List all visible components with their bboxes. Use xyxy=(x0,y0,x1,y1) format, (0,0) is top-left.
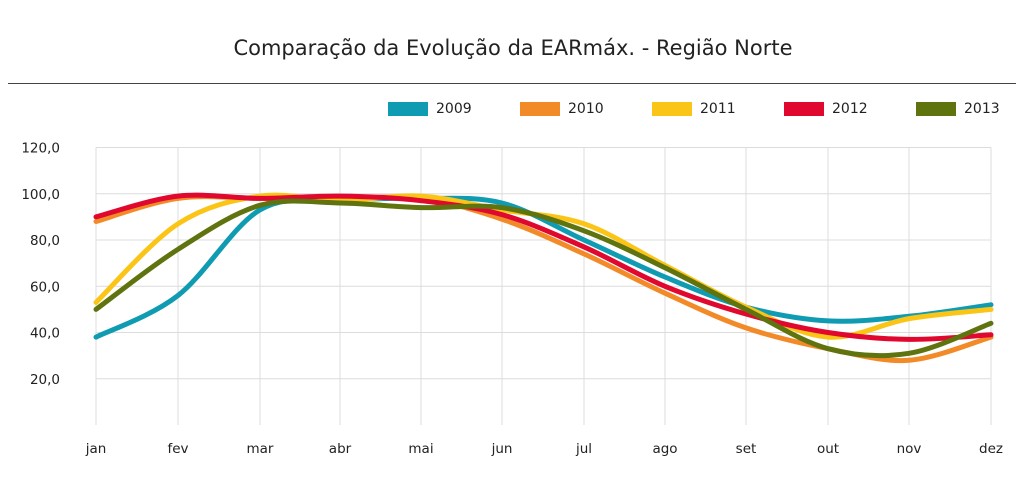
axis-labels: 20,0 40,0 60,0 80,0 100,0 120,0 jan fev mar abr ma… xyxy=(21,141,1003,458)
x-tick-label: nov xyxy=(897,441,922,457)
x-tick-label: fev xyxy=(167,441,188,457)
y-tick-label: 80,0 xyxy=(30,233,60,249)
x-tick-label: abr xyxy=(329,441,352,457)
title-divider xyxy=(8,83,1016,84)
chart-title: Comparação da Evolução da EARmáx. - Regi… xyxy=(233,36,793,60)
y-tick-label: 100,0 xyxy=(21,187,60,203)
x-tick-label: mar xyxy=(247,441,274,457)
x-tick-label: jan xyxy=(85,441,107,457)
y-tick-label: 60,0 xyxy=(30,279,60,295)
series-line-2012 xyxy=(93,192,994,342)
series-line-2013 xyxy=(93,198,994,359)
grid xyxy=(95,147,992,425)
series-lines xyxy=(93,192,994,364)
x-tick-label: ago xyxy=(652,441,677,457)
x-tick-label: jun xyxy=(491,441,513,457)
y-tick-label: 20,0 xyxy=(30,372,60,388)
x-tick-label: jul xyxy=(575,441,592,457)
y-tick-label: 40,0 xyxy=(30,326,60,342)
x-tick-label: mai xyxy=(408,441,433,457)
y-tick-label: 120,0 xyxy=(21,141,60,157)
x-tick-label: dez xyxy=(979,441,1003,457)
x-tick-label: out xyxy=(817,441,839,457)
x-tick-label: set xyxy=(736,441,757,457)
